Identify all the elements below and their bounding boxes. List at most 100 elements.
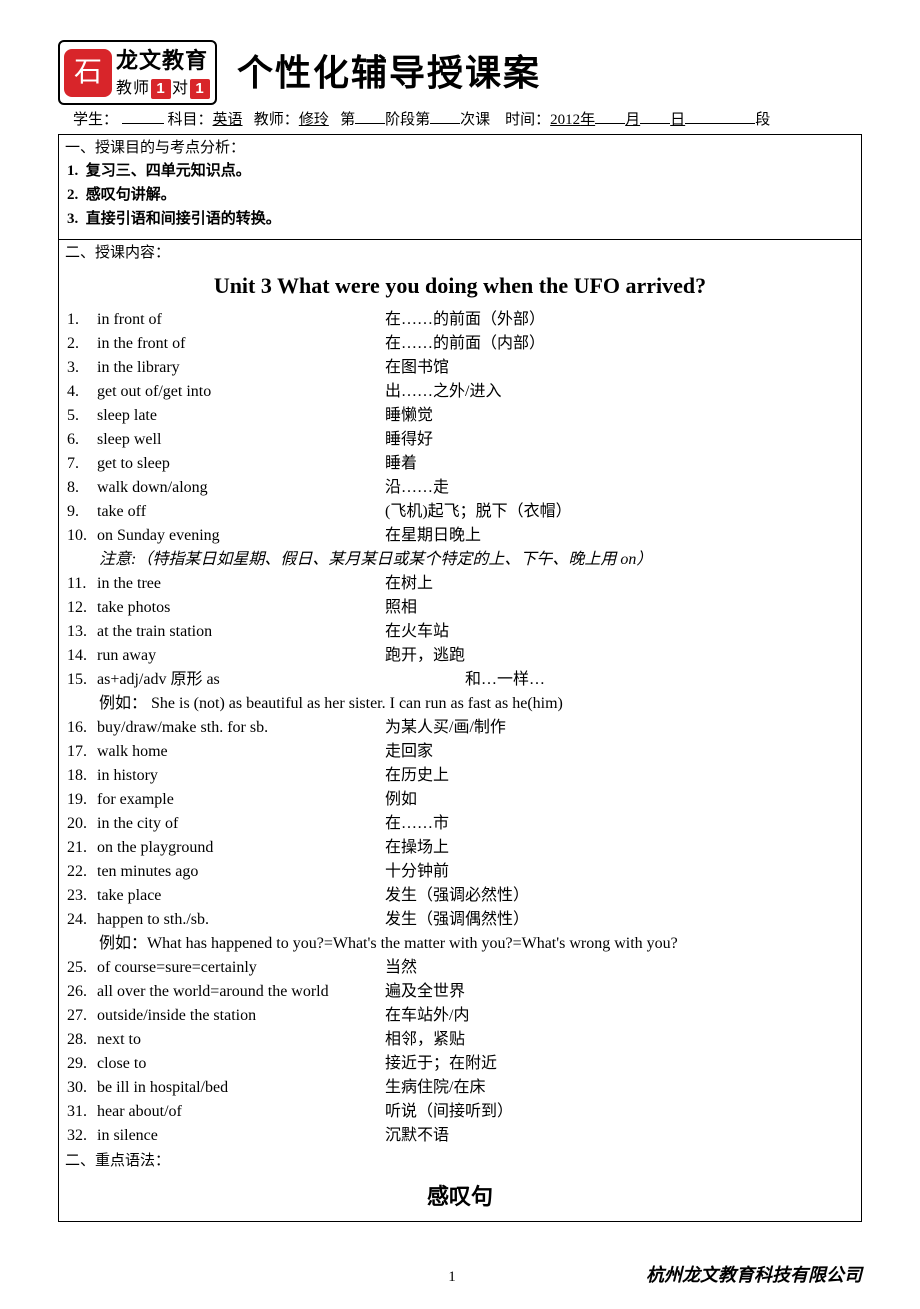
vocab-cn: 相邻，紧贴 — [385, 1028, 465, 1052]
vocab-en: next to — [97, 1028, 385, 1052]
vocab-row: 20.in the city of在……市 — [65, 812, 855, 836]
vocab-en: ten minutes ago — [97, 860, 385, 884]
subject-label: 科目： — [168, 112, 213, 128]
vocab-num: 15. — [65, 668, 97, 692]
grammar-label: 二、重点语法： — [65, 1150, 855, 1173]
vocab-row: 28.next to相邻，紧贴 — [65, 1028, 855, 1052]
vocab-row: 30.be ill in hospital/bed生病住院/在床 — [65, 1076, 855, 1100]
period-blank — [685, 109, 755, 124]
vocab-cn: 例如 — [385, 788, 417, 812]
vocab-en: in the library — [97, 356, 385, 380]
logo-sub-mid: 对 — [172, 77, 189, 101]
objective-item: 3. 直接引语和间接引语的转换。 — [67, 207, 855, 231]
vocab-row: 4.get out of/get into出……之外/进入 — [65, 380, 855, 404]
teacher-value: 修玲 — [299, 112, 329, 128]
vocab-cn: 睡着 — [385, 452, 417, 476]
section-2: 二、授课内容： Unit 3 What were you doing when … — [59, 240, 861, 1221]
vocab-en: get to sleep — [97, 452, 385, 476]
vocab-en: as+adj/adv 原形 as — [97, 668, 385, 692]
vocab-num: 26. — [65, 980, 97, 1004]
vocab-row: 10.on Sunday evening在星期日晚上 — [65, 524, 855, 548]
vocab-num: 22. — [65, 860, 97, 884]
vocab-cn: 在火车站 — [385, 620, 449, 644]
vocab-num: 14. — [65, 644, 97, 668]
vocab-en: take off — [97, 500, 385, 524]
vocab-num: 18. — [65, 764, 97, 788]
vocab-cn: 跑开，逃跑 — [385, 644, 465, 668]
info-line: 学生： 科目：英语 教师：修玲 第阶段第次课 时间：2012年月日段 — [58, 109, 862, 132]
vocab-cn: 睡懒觉 — [385, 404, 433, 428]
section-1-heading: 一、授课目的与考点分析： — [65, 137, 855, 160]
vocab-num: 30. — [65, 1076, 97, 1100]
vocab-en: be ill in hospital/bed — [97, 1076, 385, 1100]
vocab-num: 12. — [65, 596, 97, 620]
vocab-num: 10. — [65, 524, 97, 548]
grammar-title: 感叹句 — [65, 1180, 855, 1213]
vocab-num: 3. — [65, 356, 97, 380]
vocab-row: 11.in the tree在树上 — [65, 572, 855, 596]
vocab-en: all over the world=around the world — [97, 980, 385, 1004]
vocab-en: in the tree — [97, 572, 385, 596]
vocab-en: run away — [97, 644, 385, 668]
vocab-row: 12.take photos照相 — [65, 596, 855, 620]
vocab-en: in the city of — [97, 812, 385, 836]
vocab-row: 29.close to接近于；在附近 — [65, 1052, 855, 1076]
vocab-row: 6.sleep well睡得好 — [65, 428, 855, 452]
vocab-num: 17. — [65, 740, 97, 764]
logo-text-col: 龙文教育 教师 1 对 1 — [116, 44, 211, 101]
vocab-block-1: 1.in front of在……的前面（外部）2.in the front of… — [65, 308, 855, 548]
vocab-num: 9. — [65, 500, 97, 524]
vocab-block-3: 16.buy/draw/make sth. for sb.为某人买/画/制作17… — [65, 716, 855, 932]
vocab-cn: 在树上 — [385, 572, 433, 596]
vocab-en: in the front of — [97, 332, 385, 356]
vocab-num: 6. — [65, 428, 97, 452]
vocab-en: in front of — [97, 308, 385, 332]
note-1: 注意:（特指某日如星期、假日、某月某日或某个特定的上、下午、晚上用 on） — [65, 548, 855, 572]
stage-mid: 阶段第 — [385, 112, 430, 128]
vocab-en: on Sunday evening — [97, 524, 385, 548]
vocab-cn: 听说（间接听到） — [385, 1100, 513, 1124]
vocab-num: 25. — [65, 956, 97, 980]
vocab-row: 5.sleep late睡懒觉 — [65, 404, 855, 428]
vocab-row: 18.in history在历史上 — [65, 764, 855, 788]
vocab-num: 1. — [65, 308, 97, 332]
footer-company: 杭州龙文教育科技有限公司 — [646, 1262, 862, 1289]
vocab-cn: 发生（强调必然性） — [385, 884, 529, 908]
vocab-num: 5. — [65, 404, 97, 428]
vocab-num: 16. — [65, 716, 97, 740]
objective-item: 1. 复习三、四单元知识点。 — [67, 159, 855, 183]
vocab-num: 27. — [65, 1004, 97, 1028]
vocab-en: take place — [97, 884, 385, 908]
example-2: 例如：What has happened to you?=What's the … — [65, 932, 855, 956]
vocab-cn: 睡得好 — [385, 428, 433, 452]
example-1: 例如： She is (not) as beautiful as her sis… — [65, 692, 855, 716]
objective-item: 2. 感叹句讲解。 — [67, 183, 855, 207]
subject-value: 英语 — [213, 112, 243, 128]
vocab-cn: 为某人买/画/制作 — [385, 716, 506, 740]
vocab-num: 28. — [65, 1028, 97, 1052]
vocab-block-4: 25.of course=sure=certainly当然26.all over… — [65, 956, 855, 1148]
period-unit: 段 — [755, 112, 770, 128]
vocab-row: 8.walk down/along沿……走 — [65, 476, 855, 500]
vocab-cn: 走回家 — [385, 740, 433, 764]
objectives-list: 1. 复习三、四单元知识点。 2. 感叹句讲解。 3. 直接引语和间接引语的转换… — [67, 159, 855, 231]
vocab-cn: (飞机)起飞；脱下（衣帽） — [385, 500, 572, 524]
vocab-row: 7.get to sleep睡着 — [65, 452, 855, 476]
vocab-num: 31. — [65, 1100, 97, 1124]
vocab-en: in history — [97, 764, 385, 788]
vocab-cn: 在图书馆 — [385, 356, 449, 380]
vocab-row: 25.of course=sure=certainly当然 — [65, 956, 855, 980]
vocab-row: 27.outside/inside the station在车站外/内 — [65, 1004, 855, 1028]
logo-box-2: 1 — [190, 79, 210, 99]
vocab-en: walk home — [97, 740, 385, 764]
vocab-cn: 在星期日晚上 — [385, 524, 481, 548]
vocab-num: 2. — [65, 332, 97, 356]
vocab-en: sleep well — [97, 428, 385, 452]
vocab-cn: 出……之外/进入 — [385, 380, 501, 404]
logo-sub-prefix: 教师 — [116, 77, 150, 101]
vocab-row: 24.happen to sth./sb.发生（强调偶然性） — [65, 908, 855, 932]
vocab-cn: 沉默不语 — [385, 1124, 449, 1148]
vocab-en: sleep late — [97, 404, 385, 428]
day-blank — [640, 109, 670, 124]
year-value: 2012 — [550, 112, 580, 128]
